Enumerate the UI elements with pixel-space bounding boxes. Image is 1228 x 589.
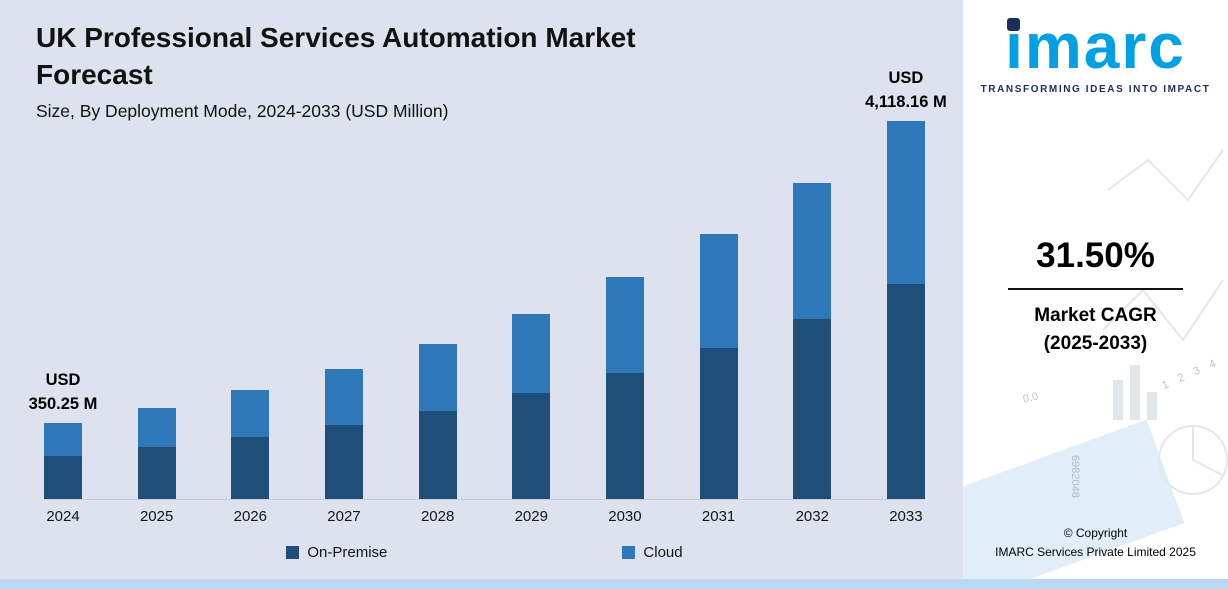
bar-column: 2030 (605, 120, 644, 525)
bar-annotation: USD 4,118.16 M (865, 69, 947, 112)
chart-legend: On-Premise Cloud (44, 544, 925, 561)
bottom-accent-strip (0, 579, 1228, 589)
bar-segment-cloud (137, 408, 176, 448)
bar-segment-cloud (605, 277, 644, 373)
bar-segment-cloud (699, 234, 738, 349)
title-block: UK Professional Services Automation Mark… (36, 20, 916, 122)
x-axis-year-label: 2031 (701, 508, 736, 525)
stacked-bar (793, 182, 832, 499)
bar-column: 2029 (512, 120, 551, 525)
cagr-value: 31.50% (1036, 236, 1155, 275)
bar-column: 2028 (418, 120, 457, 525)
copyright-line2: IMARC Services Private Limited 2025 (995, 544, 1196, 559)
chart-panel: UK Professional Services Automation Mark… (0, 0, 963, 579)
bar-column: USD 4,118.16 M 2033 (865, 69, 947, 525)
copyright-block: © Copyright IMARC Services Private Limit… (963, 524, 1228, 561)
bar-segment-cloud (512, 313, 551, 394)
page-title-line2: Forecast (36, 58, 153, 90)
imarc-logo-dot (1007, 18, 1021, 31)
bar-segment-onpremise (324, 424, 363, 499)
stacked-bar (324, 369, 363, 499)
bar-segment-cloud (44, 422, 82, 456)
cagr-label: Market CAGR (2025-2033) (963, 302, 1228, 357)
bar-segment-onpremise (231, 437, 270, 499)
x-axis-year-label: 2032 (795, 508, 829, 525)
x-axis-year-label: 2029 (514, 508, 548, 525)
bar-column: USD 350.25 M 2024 (29, 120, 98, 525)
bar-column: 2032 (793, 120, 832, 525)
page-subtitle: Size, By Deployment Mode, 2024-2033 (USD… (36, 100, 449, 121)
bar-segment-cloud (418, 343, 457, 411)
legend-label-onpremise: On-Premise (307, 544, 388, 561)
stacked-bar (886, 121, 925, 499)
side-panel: 0.0 1 2 3 4 6982048 imarc TRANSFORMING I… (963, 0, 1228, 579)
plot-area: USD 350.25 M 2024 2025 2026 2027 (29, 69, 947, 525)
page-title: UK Professional Services Automation Mark… (36, 20, 916, 94)
bar-segment-onpremise (699, 348, 738, 499)
bar-column: 2026 (231, 120, 270, 525)
imarc-logo-tagline: TRANSFORMING IDEAS INTO IMPACT (980, 84, 1211, 95)
bar-segment-cloud (231, 390, 270, 437)
bar-column: 2025 (137, 120, 176, 525)
stacked-bar (44, 422, 82, 499)
bar-annotation: USD 350.25 M (28, 370, 98, 413)
bar-segment-onpremise (605, 372, 644, 499)
copyright-line1: © Copyright (1063, 526, 1128, 540)
stacked-bar (605, 277, 644, 499)
x-axis-year-label: 2030 (608, 508, 642, 525)
imarc-logo-wordmark: imarc (1005, 14, 1186, 78)
legend-item-onpremise: On-Premise (286, 544, 387, 561)
legend-item-cloud: Cloud (622, 544, 683, 561)
stacked-bar (137, 408, 176, 499)
bar-segment-onpremise (512, 393, 551, 499)
bar-segment-onpremise (793, 318, 832, 499)
stacked-bar (512, 313, 551, 499)
bar-segment-cloud (324, 369, 363, 425)
x-axis-year-label: 2033 (889, 508, 923, 525)
x-axis-year-label: 2026 (233, 508, 267, 525)
cagr-block: 31.50% Market CAGR (2025-2033) (963, 236, 1228, 357)
cagr-label-line1: Market CAGR (1034, 305, 1157, 326)
x-axis-year-label: 2025 (139, 508, 174, 525)
bar-segment-onpremise (44, 455, 82, 499)
decorative-number-c: 6982048 (1069, 455, 1081, 498)
bar-segment-cloud (793, 182, 832, 319)
legend-label-cloud: Cloud (643, 544, 683, 561)
bar-column: 2027 (324, 120, 363, 525)
imarc-logo-text: imarc (1005, 10, 1186, 82)
x-axis-year-label: 2024 (46, 508, 80, 525)
bar-segment-onpremise (886, 283, 925, 499)
bar-segment-onpremise (418, 410, 457, 499)
bar-segment-onpremise (137, 447, 176, 499)
x-axis-year-label: 2027 (327, 508, 361, 525)
legend-swatch-onpremise (286, 546, 300, 559)
cagr-divider (1008, 288, 1183, 290)
imarc-logo: imarc TRANSFORMING IDEAS INTO IMPACT (963, 14, 1228, 95)
stacked-bar (231, 390, 270, 499)
bar-column: 2031 (699, 120, 738, 525)
page-title-line1: UK Professional Services Automation Mark… (36, 22, 636, 53)
legend-swatch-cloud (622, 546, 636, 559)
stacked-bar (418, 343, 457, 499)
bar-segment-cloud (886, 121, 925, 284)
stacked-bar (699, 234, 738, 499)
decorative-number-a: 0.0 (1021, 390, 1040, 406)
x-axis-year-label: 2028 (420, 508, 455, 525)
cagr-label-line2: (2025-2033) (1043, 332, 1148, 354)
